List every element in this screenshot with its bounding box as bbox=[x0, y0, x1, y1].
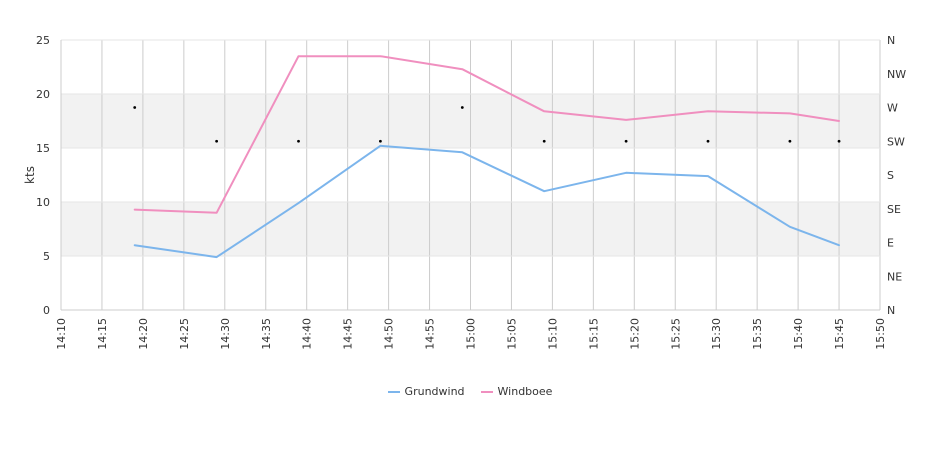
x-tick-label: 14:45 bbox=[342, 318, 355, 350]
direction-axis-ticks: N NE E SE S SW W NW N bbox=[887, 34, 906, 317]
y-tick-label: 15 bbox=[36, 142, 50, 155]
legend-label-grundwind: Grundwind bbox=[404, 385, 465, 398]
x-axis-ticks: 14:10 14:15 14:20 14:25 14:30 14:35 14:40 14:45… bbox=[55, 318, 887, 350]
direction-point bbox=[542, 139, 546, 143]
direction-tick-label: NW bbox=[887, 68, 906, 81]
x-tick-label: 14:15 bbox=[96, 318, 109, 350]
y-tick-label: 25 bbox=[36, 34, 50, 47]
x-tick-label: 15:25 bbox=[669, 318, 682, 350]
x-tick-label: 14:20 bbox=[137, 318, 150, 350]
direction-point bbox=[379, 139, 382, 143]
direction-point bbox=[215, 139, 219, 143]
direction-tick-label: S bbox=[887, 169, 894, 182]
direction-tick-label: E bbox=[887, 237, 894, 250]
direction-point bbox=[837, 139, 841, 143]
legend-item-windboee[interactable]: Windboee bbox=[480, 385, 553, 398]
legend-item-grundwind[interactable]: Grundwind bbox=[387, 385, 465, 398]
x-tick-label: 15:35 bbox=[751, 318, 764, 350]
y-tick-label: 5 bbox=[43, 250, 50, 263]
x-tick-label: 15:10 bbox=[546, 318, 559, 350]
x-tick-label: 14:25 bbox=[178, 318, 191, 350]
legend-swatch-windboee bbox=[480, 390, 493, 393]
legend: Grundwind Windboee bbox=[0, 385, 940, 398]
direction-point bbox=[460, 106, 464, 109]
direction-markers bbox=[133, 106, 841, 143]
series-lines bbox=[133, 55, 840, 259]
y-axis-label: kts bbox=[23, 166, 37, 184]
direction-point bbox=[706, 139, 710, 143]
direction-tick-label: W bbox=[887, 102, 898, 115]
legend-swatch-grundwind bbox=[387, 390, 400, 393]
horizontal-gridlines bbox=[60, 39, 880, 311]
x-tick-label: 15:30 bbox=[710, 318, 723, 350]
y-axis-ticks: 0 5 10 15 20 25 bbox=[36, 34, 50, 317]
direction-point bbox=[624, 139, 628, 143]
x-tick-label: 15:00 bbox=[465, 318, 478, 350]
x-tick-label: 15:15 bbox=[587, 318, 600, 350]
direction-point bbox=[297, 139, 300, 143]
y-tick-label: 20 bbox=[36, 88, 50, 101]
direction-tick-label: SE bbox=[887, 203, 901, 216]
x-tick-label: 15:45 bbox=[833, 318, 846, 350]
y-tick-label: 0 bbox=[43, 304, 50, 317]
x-tick-label: 15:05 bbox=[505, 318, 518, 350]
direction-tick-label: N bbox=[887, 304, 895, 317]
x-tick-label: 14:35 bbox=[260, 318, 273, 350]
y-tick-label: 10 bbox=[36, 196, 50, 209]
x-tick-label: 15:20 bbox=[628, 318, 641, 350]
x-tick-label: 15:40 bbox=[792, 318, 805, 350]
x-tick-label: 14:30 bbox=[219, 318, 232, 350]
vertical-gridlines bbox=[60, 40, 881, 310]
x-tick-label: 14:10 bbox=[55, 318, 68, 350]
direction-tick-label: SW bbox=[887, 135, 905, 148]
x-tick-label: 14:40 bbox=[301, 318, 314, 350]
legend-label-windboee: Windboee bbox=[497, 385, 553, 398]
direction-point bbox=[788, 139, 792, 143]
x-tick-label: 15:50 bbox=[874, 318, 887, 350]
x-tick-label: 14:55 bbox=[424, 318, 437, 350]
series-line-grundwind bbox=[133, 144, 840, 259]
direction-point bbox=[133, 106, 137, 109]
direction-tick-label: N bbox=[887, 34, 895, 47]
series-line-windboee bbox=[133, 55, 840, 214]
x-tick-label: 14:50 bbox=[383, 318, 396, 350]
direction-tick-label: NE bbox=[887, 270, 902, 283]
